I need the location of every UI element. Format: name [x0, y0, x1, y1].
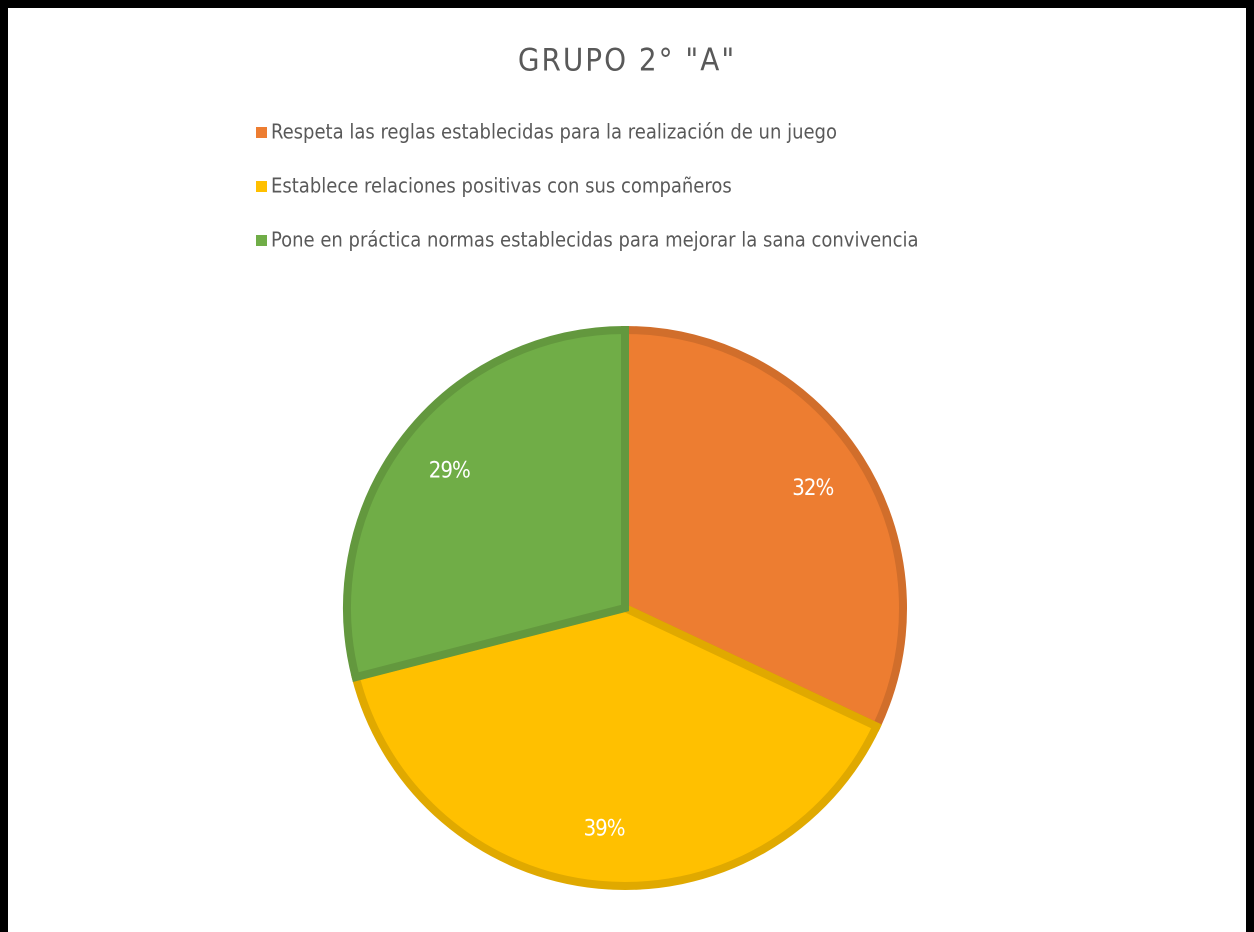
legend-label: Respeta las reglas establecidas para la … — [271, 120, 837, 144]
legend-label: Establece relaciones positivas con sus c… — [271, 174, 732, 198]
legend-swatch — [256, 181, 267, 192]
chart-title: GRUPO 2° "A" — [518, 43, 736, 79]
data-label: 29% — [429, 459, 470, 484]
pie-slice — [350, 603, 882, 890]
data-label: 32% — [792, 476, 833, 501]
pie-slice — [343, 325, 629, 683]
data-label: 39% — [584, 816, 625, 841]
pie-slice — [621, 325, 907, 732]
legend-swatch — [256, 235, 267, 246]
legend-label: Pone en práctica normas establecidas par… — [271, 228, 919, 252]
legend-swatch — [256, 127, 267, 138]
